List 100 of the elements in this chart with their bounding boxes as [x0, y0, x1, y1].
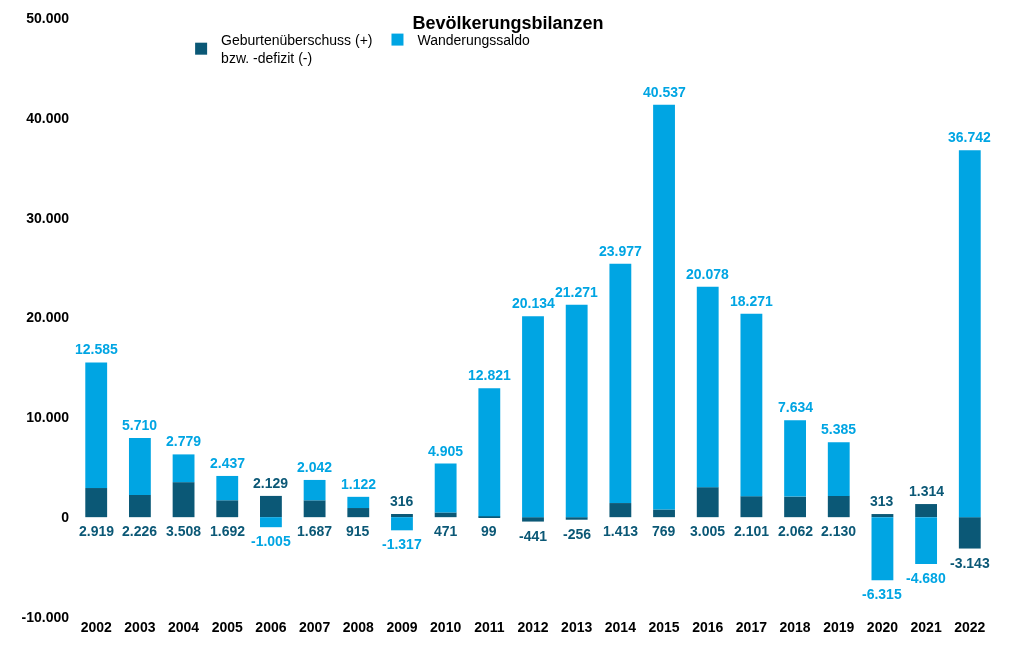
bar	[871, 517, 894, 581]
bar	[827, 442, 850, 496]
data-label: 915	[346, 523, 370, 539]
bar	[391, 517, 413, 531]
bar	[653, 104, 675, 510]
bar	[522, 316, 544, 518]
data-label: 2.042	[297, 459, 333, 475]
bar	[915, 517, 938, 564]
data-label: 316	[390, 493, 414, 509]
data-label: 1.413	[603, 523, 639, 539]
bar	[522, 517, 544, 522]
data-label: 2.130	[821, 523, 857, 539]
x-tick-label: 2019	[823, 619, 855, 635]
bar	[827, 495, 850, 518]
data-label: 313	[870, 493, 894, 509]
bar	[478, 388, 501, 517]
bar	[85, 488, 108, 518]
y-tick-label: 50.000	[26, 9, 70, 26]
x-tick-label: 2009	[386, 619, 418, 635]
y-tick-label: 20.000	[26, 309, 70, 326]
data-label: 7.634	[778, 399, 814, 415]
data-label: 40.537	[643, 84, 687, 100]
bar	[172, 482, 195, 518]
x-tick-label: 2006	[255, 619, 287, 635]
data-label: -441	[519, 528, 548, 544]
data-label: -256	[563, 526, 592, 542]
bar	[784, 420, 806, 497]
data-label: 12.821	[468, 367, 512, 383]
x-tick-label: 2003	[124, 619, 156, 635]
x-tick-label: 2010	[430, 619, 462, 635]
bar	[653, 509, 675, 518]
x-tick-label: 2012	[517, 619, 549, 635]
bar	[696, 487, 719, 518]
bar	[216, 500, 239, 518]
data-label: 2.779	[166, 433, 202, 449]
bar	[565, 304, 588, 518]
bar	[784, 496, 806, 518]
bar	[740, 496, 763, 518]
bar	[696, 286, 719, 488]
bar	[128, 494, 151, 518]
x-tick-label: 2020	[866, 619, 899, 635]
x-tick-label: 2017	[735, 619, 768, 635]
data-label: -3.143	[950, 555, 990, 571]
data-label: 20.134	[512, 295, 556, 311]
data-label: 36.742	[948, 129, 992, 145]
bar	[303, 479, 326, 501]
data-label: 3.508	[166, 523, 202, 539]
x-tick-label: 2011	[474, 619, 505, 635]
y-tick-label: 40.000	[26, 109, 70, 126]
x-tick-label: 2004	[167, 619, 200, 635]
data-label: 23.977	[599, 243, 643, 259]
bar	[216, 475, 239, 501]
x-tick-label: 2016	[692, 619, 724, 635]
x-tick-label: 2015	[648, 619, 680, 635]
data-label: 20.078	[686, 266, 730, 282]
bar	[434, 463, 457, 513]
data-label: 769	[652, 523, 676, 539]
data-label: 18.271	[730, 293, 774, 309]
x-tick-label: 2022	[954, 619, 986, 635]
bar	[347, 496, 370, 509]
data-label: 21.271	[555, 284, 599, 300]
y-tick-label: -10.000	[21, 608, 70, 625]
bar	[958, 517, 981, 549]
x-tick-label: 2021	[910, 619, 942, 635]
bar	[260, 495, 282, 518]
bar	[303, 500, 326, 518]
x-tick-label: 2007	[299, 619, 331, 635]
data-label: 99	[481, 523, 497, 539]
y-tick-label: 30.000	[26, 209, 70, 226]
x-tick-label: 2005	[211, 619, 244, 635]
data-label: 3.005	[690, 523, 726, 539]
bar	[260, 517, 282, 528]
data-label: 2.062	[778, 523, 814, 539]
data-label: 2.437	[210, 455, 246, 471]
x-tick-label: 2013	[561, 619, 593, 635]
data-label: 2.919	[79, 523, 115, 539]
bar	[915, 504, 938, 518]
y-tick-label: 10.000	[26, 409, 70, 426]
data-label: -6.315	[862, 586, 902, 602]
data-label: 2.101	[734, 523, 770, 539]
legend-label: Wanderungssaldo	[417, 32, 531, 49]
bar	[347, 508, 370, 518]
data-label: 1.122	[341, 476, 377, 492]
bar	[128, 437, 151, 495]
x-tick-label: 2014	[604, 619, 637, 635]
bar	[740, 313, 763, 497]
x-tick-label: 2018	[779, 619, 811, 635]
bar	[609, 263, 632, 504]
data-label: 5.710	[122, 417, 158, 433]
data-label: 2.129	[253, 475, 289, 491]
legend-label: Geburtenüberschuss (+) bzw. -defizit (-)	[221, 32, 373, 67]
data-label: 1.692	[210, 523, 246, 539]
x-tick-label: 2008	[342, 619, 375, 635]
data-label: 1.687	[297, 523, 333, 539]
data-label: 4.905	[428, 443, 464, 459]
data-label: 5.385	[821, 421, 857, 437]
bar	[609, 503, 632, 518]
bar	[85, 362, 108, 489]
data-label: 1.314	[909, 483, 945, 499]
bar	[565, 517, 588, 520]
